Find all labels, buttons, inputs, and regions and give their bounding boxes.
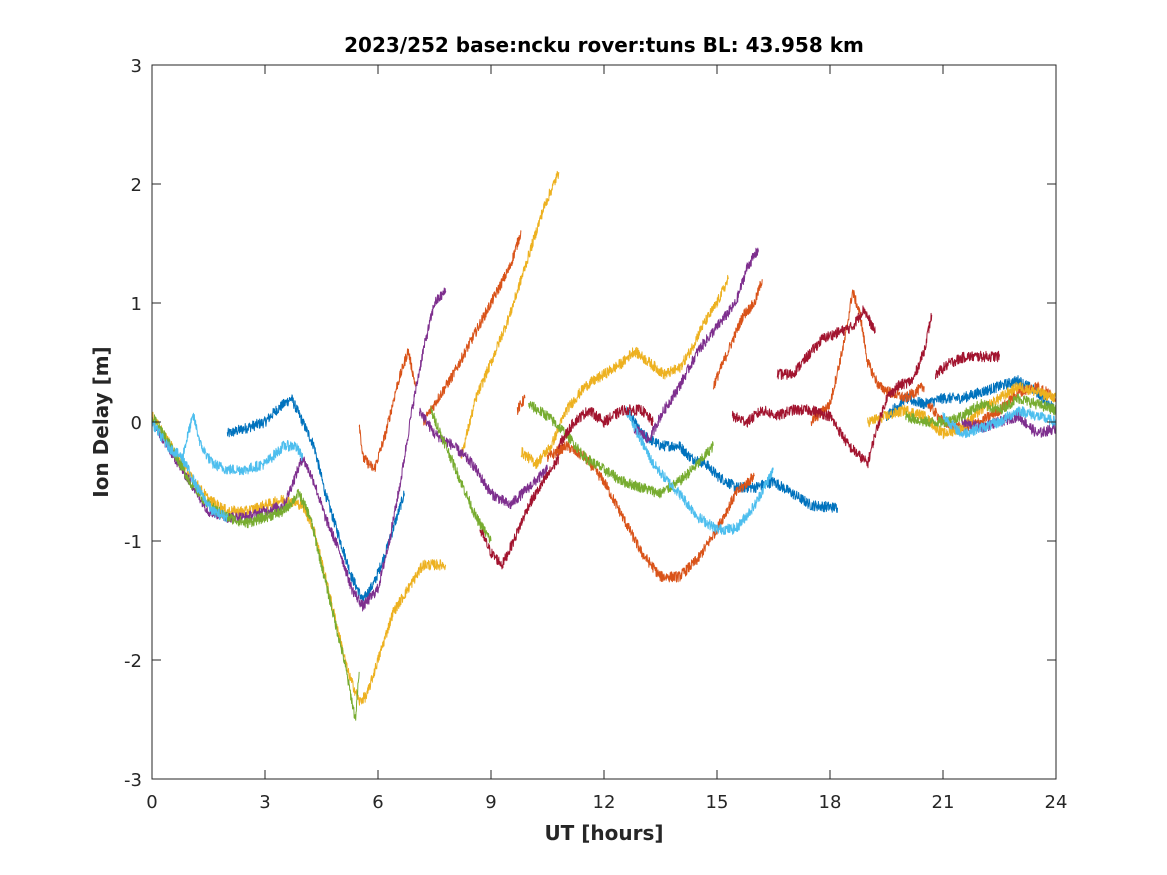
y-axis-title: Ion Delay [m] bbox=[89, 346, 113, 497]
series-5-segment-4 bbox=[905, 393, 1057, 428]
x-axis: 0 3 6 9 12 15 18 21 24 bbox=[146, 65, 1067, 813]
y-tick-label: -1 bbox=[124, 532, 142, 553]
y-tick-label: 1 bbox=[131, 294, 142, 315]
x-tick-label: 15 bbox=[706, 792, 729, 813]
series-6 bbox=[151, 406, 1057, 535]
series-3-segment-4 bbox=[867, 381, 1057, 440]
series-5-segment-1 bbox=[151, 414, 360, 721]
series-1-segment-1 bbox=[226, 394, 405, 602]
series-1-segment-2 bbox=[626, 407, 839, 514]
x-tick-label: 21 bbox=[932, 792, 955, 813]
y-tick-label: 2 bbox=[131, 175, 142, 196]
series-7-segment-3 bbox=[731, 312, 933, 469]
y-tick-label: -3 bbox=[124, 770, 142, 791]
series-3-segment-3 bbox=[520, 274, 729, 469]
series-5-segment-2 bbox=[430, 406, 492, 543]
series-5 bbox=[151, 393, 1057, 721]
series-1 bbox=[226, 375, 1057, 602]
series-6-segment-3 bbox=[626, 406, 774, 535]
series-6-segment-1 bbox=[151, 412, 304, 476]
x-tick-label: 6 bbox=[372, 792, 383, 813]
series-2-segment-2 bbox=[422, 230, 522, 426]
series-4-segment-3 bbox=[633, 247, 759, 444]
series-6-segment-4 bbox=[942, 406, 1057, 438]
series-7-segment-4 bbox=[776, 305, 876, 380]
series-layer bbox=[151, 170, 1057, 721]
series-2-segment-6 bbox=[810, 289, 925, 427]
series-7-segment-1 bbox=[479, 453, 560, 570]
series-7-segment-5 bbox=[934, 350, 1000, 380]
x-tick-label: 18 bbox=[819, 792, 842, 813]
series-1-segment-3 bbox=[886, 375, 1057, 422]
chart-title: 2023/252 base:ncku rover:tuns BL: 43.958… bbox=[344, 33, 864, 57]
series-5-segment-3 bbox=[528, 401, 714, 499]
series-3 bbox=[151, 170, 1057, 706]
series-2 bbox=[358, 230, 1057, 583]
series-2-segment-3 bbox=[516, 394, 526, 415]
x-tick-label: 24 bbox=[1045, 792, 1068, 813]
y-tick-label: -2 bbox=[124, 651, 142, 672]
series-3-segment-2 bbox=[460, 170, 560, 459]
series-3-segment-1 bbox=[151, 411, 447, 706]
x-axis-title: UT [hours] bbox=[544, 821, 663, 845]
x-tick-label: 3 bbox=[259, 792, 270, 813]
series-7-segment-2 bbox=[558, 404, 654, 450]
x-tick-label: 12 bbox=[593, 792, 616, 813]
series-6-segment-2 bbox=[181, 453, 228, 523]
x-tick-label: 9 bbox=[485, 792, 496, 813]
y-axis: -3 -2 -1 0 1 2 3 bbox=[124, 56, 1056, 791]
series-7 bbox=[479, 305, 1000, 570]
series-2-segment-5 bbox=[712, 279, 763, 390]
y-tick-label: 3 bbox=[131, 56, 142, 77]
series-4-segment-1 bbox=[151, 287, 447, 612]
y-tick-label: 0 bbox=[131, 413, 142, 434]
series-2-segment-1 bbox=[358, 348, 417, 472]
x-tick-label: 0 bbox=[146, 792, 157, 813]
